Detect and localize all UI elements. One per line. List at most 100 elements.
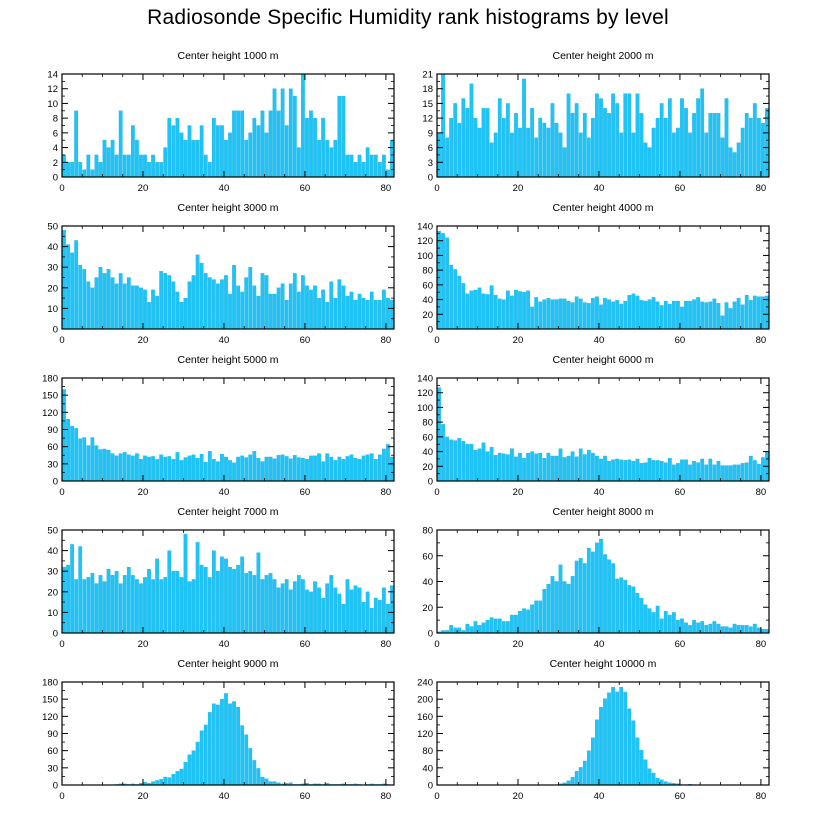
histogram-bar xyxy=(732,464,737,482)
histogram-bar xyxy=(264,275,269,330)
histogram-bar xyxy=(708,458,713,482)
histogram-bar xyxy=(86,281,91,330)
histogram-bar xyxy=(321,117,326,178)
histogram-bar xyxy=(365,300,370,330)
histogram-bar xyxy=(485,108,490,178)
histogram-bar xyxy=(574,456,579,482)
histogram-bar xyxy=(244,277,249,330)
histogram-bar xyxy=(365,147,370,178)
x-tick-label: 80 xyxy=(756,791,767,802)
histogram-bar xyxy=(623,692,628,786)
histogram-bar xyxy=(700,88,705,178)
histogram-bar xyxy=(337,279,342,330)
histogram-bar xyxy=(163,776,168,786)
histogram-bar xyxy=(66,419,70,482)
histogram-bar xyxy=(248,267,253,330)
histogram-bar xyxy=(639,598,644,634)
histogram-bar xyxy=(441,73,445,178)
histogram-bar xyxy=(118,453,123,482)
histogram-bar xyxy=(530,604,535,634)
histogram-bar xyxy=(175,117,180,178)
histogram-bar xyxy=(86,445,91,482)
histogram-bar xyxy=(82,269,87,330)
histogram-bar xyxy=(361,455,366,482)
histogram-bar xyxy=(284,300,289,330)
x-tick-label: 20 xyxy=(513,335,524,346)
histogram-bar xyxy=(752,623,757,634)
histogram-bar xyxy=(337,95,342,178)
histogram-bar xyxy=(546,452,551,482)
histogram-bar xyxy=(143,577,147,634)
histogram-bar xyxy=(445,137,449,178)
histogram-bar xyxy=(86,577,91,634)
y-tick-label: 20 xyxy=(47,283,58,294)
histogram-bar xyxy=(353,585,358,634)
histogram-bar xyxy=(369,154,374,178)
histogram-bar xyxy=(199,453,204,482)
y-tick-label: 150 xyxy=(42,391,58,402)
plot-frame xyxy=(436,681,770,786)
histogram-bar xyxy=(147,568,151,634)
histogram-bar xyxy=(611,93,616,178)
histogram-bar xyxy=(292,581,297,634)
histogram-bar xyxy=(62,229,66,330)
histogram-bar xyxy=(671,612,676,634)
histogram-bar xyxy=(94,445,99,482)
histogram-bar xyxy=(599,538,603,634)
histogram-bar xyxy=(591,551,595,634)
histogram-bar xyxy=(228,132,232,178)
y-tick-label: 0 xyxy=(53,781,58,792)
histogram-bar xyxy=(373,154,378,178)
histogram-bar xyxy=(175,771,180,786)
histogram-bar xyxy=(505,103,510,178)
panel-title: Center height 7000 m xyxy=(178,506,279,518)
histogram-bar xyxy=(284,579,289,634)
histogram-bar xyxy=(570,113,575,178)
histogram-bar xyxy=(361,601,366,634)
histogram-bar xyxy=(667,98,672,178)
histogram-bar xyxy=(220,556,224,634)
histogram-bar xyxy=(353,457,358,482)
histogram-bar xyxy=(651,297,656,330)
histogram-bar xyxy=(651,127,656,178)
x-tick-label: 20 xyxy=(513,487,524,498)
histogram-bar xyxy=(381,448,386,482)
histogram-bar xyxy=(671,132,676,178)
histogram-bar xyxy=(708,301,713,330)
histogram-bar xyxy=(526,452,530,482)
histogram-bar xyxy=(163,577,168,634)
histogram-bar xyxy=(542,458,547,482)
histogram-bar xyxy=(680,618,684,634)
histogram-bar xyxy=(582,454,587,482)
histogram-bar xyxy=(595,719,599,786)
histogram-bar xyxy=(615,691,620,786)
histogram-bar xyxy=(635,737,640,786)
histogram-bar xyxy=(748,117,753,178)
y-tick-label: 120 xyxy=(42,712,58,723)
histogram-bar xyxy=(676,300,680,330)
histogram-bar xyxy=(159,162,164,178)
histogram-bar xyxy=(345,579,350,634)
y-tick-label: 30 xyxy=(47,459,58,470)
histogram-bar xyxy=(631,720,636,786)
histogram-bar xyxy=(578,298,583,330)
histogram-bar xyxy=(390,456,394,482)
histogram-bar xyxy=(663,462,668,482)
histogram-bar xyxy=(151,289,155,330)
histogram-bar xyxy=(574,560,579,634)
panel-7: Center height 7000 m 0 20 40 60 80 0 10 20 30 40 50 xyxy=(47,506,395,650)
histogram-bar xyxy=(187,125,192,178)
histogram-bar xyxy=(313,285,317,330)
histogram-bar xyxy=(647,147,652,178)
histogram-bar xyxy=(377,599,382,634)
histogram-bar xyxy=(260,273,265,330)
histogram-bar xyxy=(655,301,660,330)
histogram-bar xyxy=(449,117,454,178)
histogram-bar xyxy=(676,127,680,178)
histogram-bar xyxy=(505,621,510,634)
histogram-bar xyxy=(333,460,338,482)
x-tick-label: 0 xyxy=(59,335,64,346)
histogram-bar xyxy=(102,581,107,634)
panel-title: Center height 5000 m xyxy=(178,354,279,366)
histogram-bar xyxy=(98,449,103,482)
